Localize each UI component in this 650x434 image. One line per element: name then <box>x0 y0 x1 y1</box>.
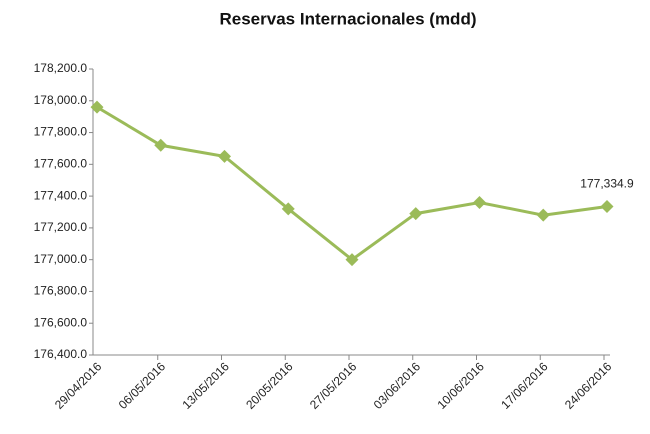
y-tick-label: 177,400.0 <box>34 188 88 202</box>
y-tick-label: 176,600.0 <box>34 315 88 329</box>
y-tick-label: 178,000.0 <box>34 93 88 107</box>
point <box>281 202 295 216</box>
x-tick-label: 17/06/2016 <box>498 359 551 412</box>
x-tick-label: 24/06/2016 <box>562 359 615 412</box>
point <box>154 138 168 152</box>
x-tick-label: 06/05/2016 <box>116 359 169 412</box>
x-tick-label: 20/05/2016 <box>243 359 296 412</box>
x-tick-label: 03/06/2016 <box>371 359 424 412</box>
y-tick-label: 177,600.0 <box>34 157 88 171</box>
point <box>473 195 486 209</box>
y-tick-label: 176,400.0 <box>34 347 88 361</box>
x-tick-label: 27/05/2016 <box>307 359 360 412</box>
y-tick-label: 177,000.0 <box>34 252 88 266</box>
point <box>218 149 231 163</box>
chart-title: Reservas Internacionales (mdd) <box>220 9 477 28</box>
point <box>409 207 423 221</box>
line <box>96 105 608 262</box>
point <box>600 199 614 213</box>
x-tick-label: 29/04/2016 <box>52 359 105 412</box>
point <box>345 253 359 267</box>
y-tick-label: 177,800.0 <box>34 125 88 139</box>
y-tick-label: 176,800.0 <box>34 284 88 298</box>
x-tick-label: 13/05/2016 <box>179 359 232 412</box>
x-tick-label: 10/06/2016 <box>434 359 487 412</box>
point <box>536 208 550 222</box>
y-tick-label: 177,200.0 <box>34 220 88 234</box>
data-label: 177,334.9 <box>580 177 634 191</box>
y-tick-label: 178,200.0 <box>34 61 88 75</box>
point <box>90 100 104 114</box>
